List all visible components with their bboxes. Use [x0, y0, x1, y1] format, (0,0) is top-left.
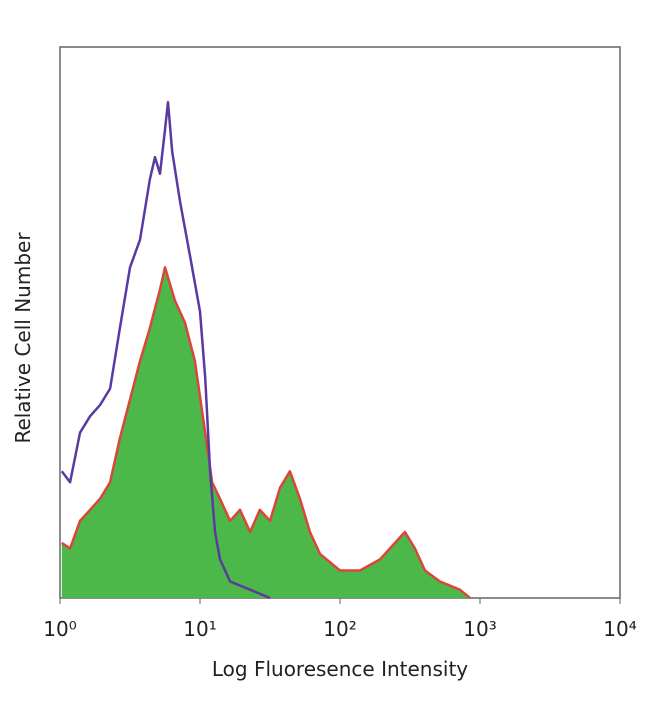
histogram-line [60, 100, 271, 600]
histogram-line [61, 266, 471, 599]
x-tick-label: 10² [323, 617, 356, 641]
x-tick-label: 10⁰ [43, 617, 76, 641]
histogram-area [61, 267, 471, 598]
y-axis-label: Relative Cell Number [11, 232, 35, 444]
x-tick-label: 10³ [463, 617, 496, 641]
x-axis-label: Log Fluoresence Intensity [212, 657, 468, 681]
x-tick-label: 10¹ [183, 617, 216, 641]
x-tick-label: 10⁴ [603, 617, 636, 641]
